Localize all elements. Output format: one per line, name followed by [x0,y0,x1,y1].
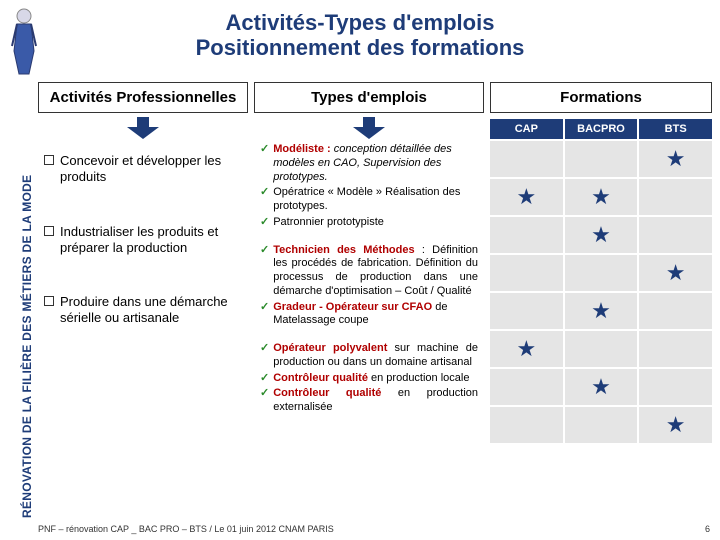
check-icon: ✓ [260,372,269,386]
emploi-text: Contrôleur qualité en production locale [273,372,478,386]
check-icon: ✓ [260,342,269,370]
star-icon: ★ [516,184,536,210]
check-icon: ✓ [260,244,269,299]
grid-cell [639,179,712,215]
grid-cell [639,293,712,329]
activity-1-text: Concevoir et développer les produits [60,153,242,186]
grid-cell: ★ [639,255,712,291]
grid-cell [639,369,712,405]
emplois-group-2: ✓Technicien des Méthodes : Définition le… [254,242,484,333]
emploi-text: Opérateur polyvalent sur machine de prod… [273,342,478,370]
grid-cell: ★ [565,369,638,405]
header-formations: Formations [490,82,712,113]
checkbox-icon [44,226,54,236]
grid-cell [565,407,638,443]
activity-3: Produire dans une démarche sérielle ou a… [38,290,248,331]
check-icon: ✓ [260,143,269,184]
arrow-down-icon [125,117,161,139]
grid-col-bts: BTS [639,119,712,139]
grid-col-cap: CAP [490,119,563,139]
emploi-text: Technicien des Méthodes : Définition les… [273,244,478,299]
emploi-text: Contrôleur qualité en production externa… [273,387,478,415]
emplois-group-1: ✓Modéliste : conception détaillée des mo… [254,141,484,234]
star-icon: ★ [591,222,611,248]
activity-3-text: Produire dans une démarche sérielle ou a… [60,294,242,327]
activity-2-text: Industrialiser les produits et préparer … [60,224,242,257]
side-band-text: RÉNOVATION DE LA FILIÈRE DES MÉTIERS DE … [20,175,34,518]
emploi-text: Gradeur - Opérateur sur CFAO de Matelass… [273,301,478,329]
col-emplois: Types d'emplois ✓Modéliste : conception … [254,82,484,510]
mannequin-image [4,6,44,76]
check-icon: ✓ [260,216,269,230]
grid-cell [490,407,563,443]
check-icon: ✓ [260,387,269,415]
emplois-group-3: ✓Opérateur polyvalent sur machine de pro… [254,340,484,419]
col-formations: Formations CAP BACPRO BTS ★ ★ ★ ★ ★ ★ ★ ★ ★ [490,82,712,510]
grid-cell [490,255,563,291]
header-activites: Activités Professionnelles [38,82,248,113]
grid-cell [639,331,712,367]
emploi-text: Patronnier prototypiste [273,216,478,230]
grid-col-bacpro: BACPRO [565,119,638,139]
activity-1: Concevoir et développer les produits [38,149,248,190]
star-icon: ★ [591,298,611,324]
side-band: RÉNOVATION DE LA FILIÈRE DES MÉTIERS DE … [4,80,28,520]
grid-cell: ★ [639,407,712,443]
check-icon: ✓ [260,186,269,214]
title-line2: Positionnement des formations [0,35,720,60]
emploi-text: Opératrice « Modèle » Réalisation des pr… [273,186,478,214]
content-area: Activités Professionnelles Concevoir et … [38,82,712,510]
formations-grid: CAP BACPRO BTS ★ ★ ★ ★ ★ ★ ★ ★ ★ [490,119,712,443]
grid-cell: ★ [639,141,712,177]
star-icon: ★ [516,336,536,362]
star-icon: ★ [591,184,611,210]
arrow-down-icon [351,117,387,139]
footer-text: PNF – rénovation CAP _ BAC PRO – BTS / L… [38,524,334,534]
star-icon: ★ [666,260,686,286]
star-icon: ★ [591,374,611,400]
grid-cell: ★ [490,331,563,367]
grid-cell [565,141,638,177]
grid-cell [639,217,712,253]
emploi-text: Modéliste : conception détaillée des mod… [273,143,478,184]
grid-cell [490,217,563,253]
checkbox-icon [44,296,54,306]
grid-cell [565,255,638,291]
grid-cell: ★ [565,179,638,215]
checkbox-icon [44,155,54,165]
grid-cell [490,293,563,329]
col-activites: Activités Professionnelles Concevoir et … [38,82,248,510]
grid-cell [490,369,563,405]
page-title: Activités-Types d'emplois Positionnement… [0,0,720,67]
star-icon: ★ [666,412,686,438]
activity-2: Industrialiser les produits et préparer … [38,220,248,261]
grid-cell: ★ [565,293,638,329]
check-icon: ✓ [260,301,269,329]
grid-cell [490,141,563,177]
title-line1: Activités-Types d'emplois [0,10,720,35]
grid-cell: ★ [565,217,638,253]
header-emplois: Types d'emplois [254,82,484,113]
grid-cell [565,331,638,367]
footer: PNF – rénovation CAP _ BAC PRO – BTS / L… [38,524,710,534]
grid-cell: ★ [490,179,563,215]
star-icon: ★ [666,146,686,172]
page-number: 6 [705,524,710,534]
